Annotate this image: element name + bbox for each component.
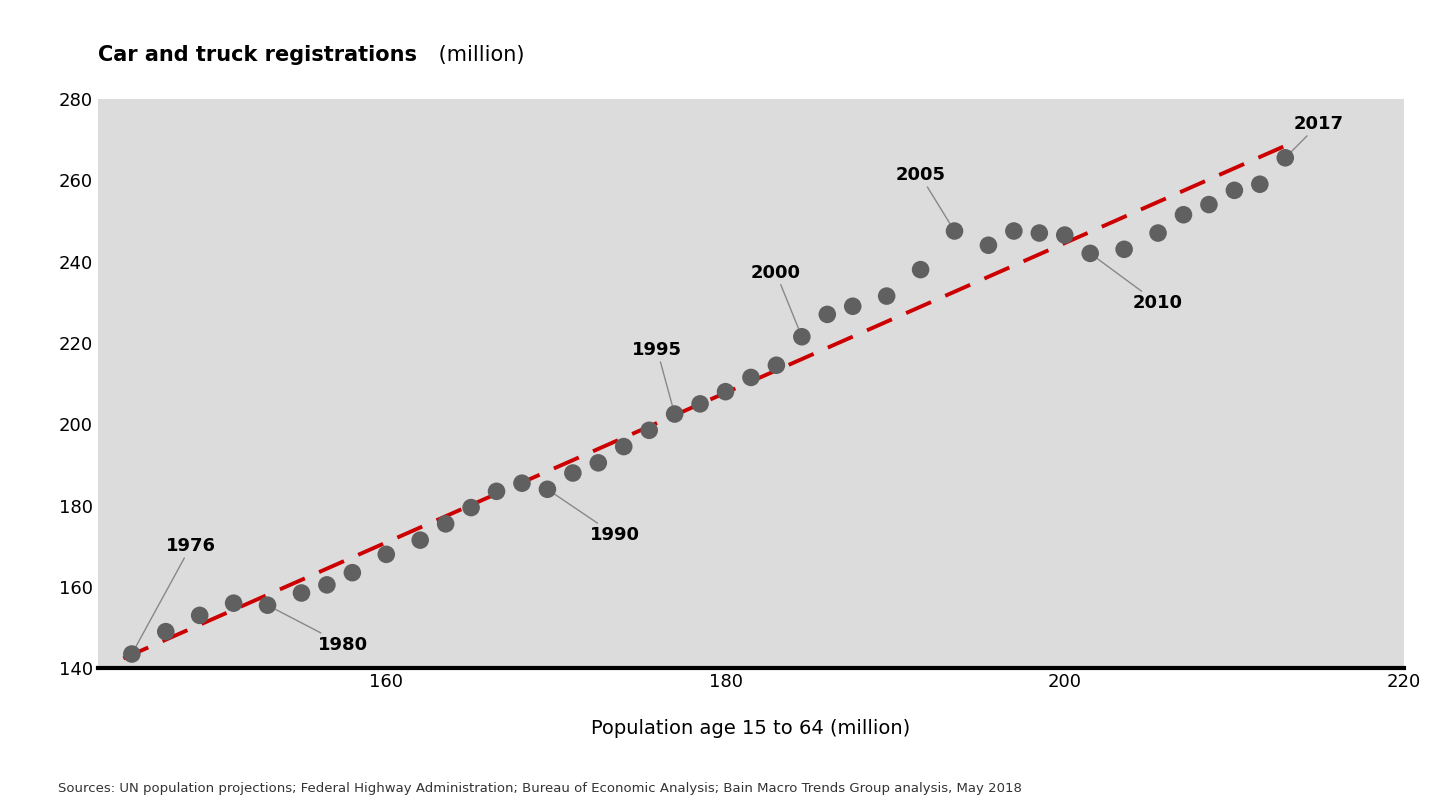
Point [409,534,432,547]
Point [1079,247,1102,260]
Point [562,467,585,480]
Point [374,548,397,561]
Text: 2010: 2010 [1094,257,1182,312]
Text: 1976: 1976 [134,537,216,649]
Point [638,424,661,437]
Point [1172,208,1195,221]
Point [612,440,635,453]
Point [816,308,840,321]
Point [510,477,533,490]
Point [586,456,609,469]
Text: 1980: 1980 [272,608,369,654]
Point [154,625,177,638]
Point [662,407,685,420]
Point [740,371,763,384]
Point [121,647,144,660]
Point [791,330,814,343]
Text: 2017: 2017 [1289,115,1344,154]
Point [765,359,788,372]
Text: Sources: UN population projections; Federal Highway Administration; Bureau of Ec: Sources: UN population projections; Fede… [58,782,1021,795]
Point [1248,177,1272,190]
Text: 1995: 1995 [632,341,683,409]
Point [256,599,279,612]
Point [485,485,508,498]
Point [1053,228,1076,241]
Point [1198,198,1221,211]
Point [876,290,899,303]
Point [1002,224,1025,237]
Point [459,501,482,514]
Point [688,398,711,411]
Point [943,224,966,237]
Text: 1990: 1990 [552,492,639,544]
Point [909,263,932,276]
X-axis label: Population age 15 to 64 (million): Population age 15 to 64 (million) [592,719,910,738]
Point [1028,227,1051,240]
Text: 2005: 2005 [896,166,952,226]
Point [341,566,364,579]
Point [1146,227,1169,240]
Point [536,483,559,496]
Point [315,578,338,591]
Point [714,386,737,399]
Point [289,586,312,599]
Text: 2000: 2000 [752,264,801,331]
Point [1113,243,1136,256]
Point [976,239,999,252]
Point [433,518,456,531]
Text: Car and truck registrations: Car and truck registrations [98,45,418,65]
Point [222,597,245,610]
Text: (million): (million) [432,45,524,65]
Point [1274,151,1297,164]
Point [189,609,212,622]
Point [841,300,864,313]
Point [1223,184,1246,197]
